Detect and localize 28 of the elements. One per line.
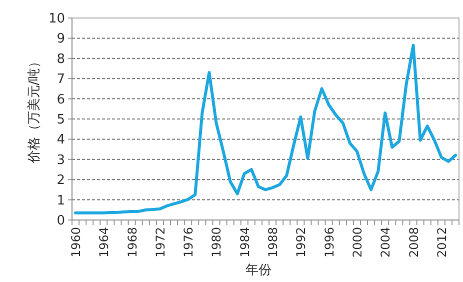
y-tick-label: 5	[56, 112, 65, 128]
x-tick-label: 1996	[322, 227, 336, 258]
y-tick-label: 10	[48, 12, 65, 26]
x-tick-label: 1988	[266, 227, 280, 258]
y-tick-label: 8	[56, 52, 65, 67]
x-tick-label: 1976	[182, 227, 196, 258]
x-tick-label: 1964	[97, 227, 112, 258]
x-tick-label: 1972	[153, 227, 168, 258]
y-tick-label: 0	[56, 214, 65, 228]
y-tick-label: 1	[56, 193, 65, 208]
x-tick-label: 2008	[406, 227, 421, 258]
x-axis-title: 年份	[246, 263, 272, 278]
y-tick-label: 3	[56, 152, 65, 168]
line-series	[74, 44, 457, 214]
x-tick-label: 1992	[294, 227, 308, 258]
x-tick-label: 2012	[434, 227, 449, 258]
y-tick-label: 9	[56, 32, 65, 47]
y-tick-label: 7	[56, 72, 65, 88]
x-tick-label: 2000	[350, 227, 364, 258]
x-tick-label: 1968	[125, 227, 140, 258]
y-tick-label: 2	[56, 173, 65, 188]
y-axis-title: 价格（万美元/吨）	[26, 54, 42, 164]
y-tick-label: 4	[56, 132, 65, 148]
x-tick-label: 1960	[69, 227, 84, 258]
x-tick-label: 1984	[238, 227, 252, 258]
y-tick-label: 6	[56, 92, 65, 108]
x-tick-label: 2004	[378, 227, 393, 258]
x-tick-label: 1980	[210, 227, 224, 258]
